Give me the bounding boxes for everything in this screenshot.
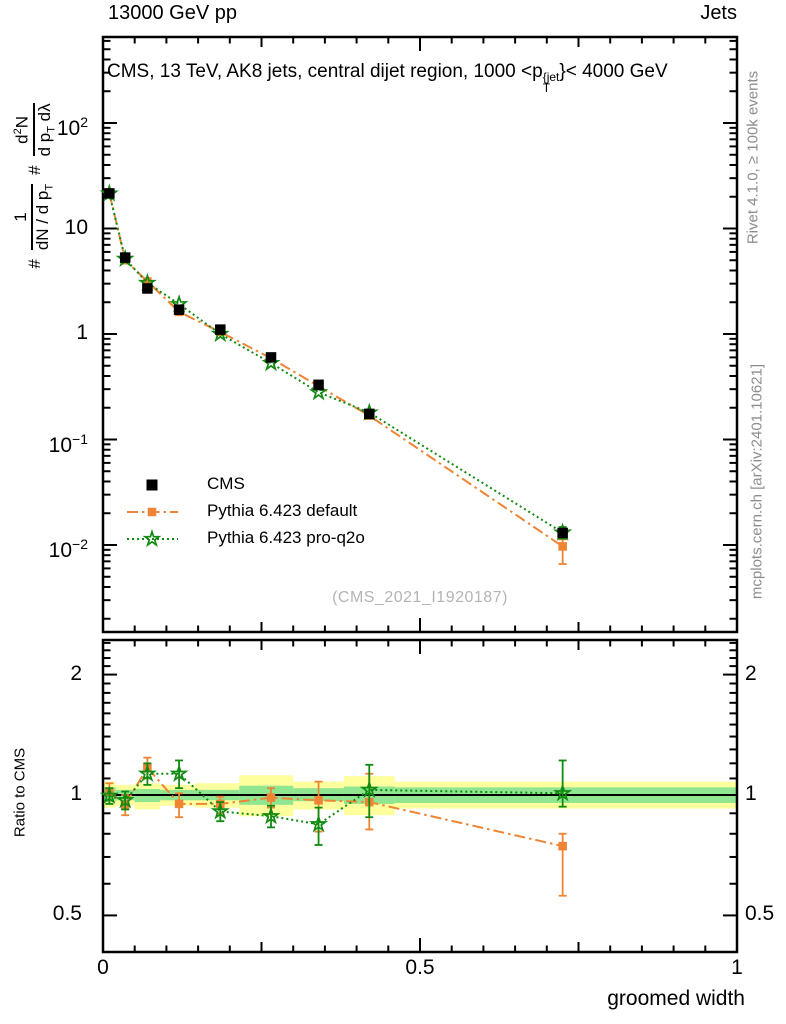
square-marker	[558, 542, 567, 551]
square-marker	[557, 527, 568, 539]
square-marker	[215, 324, 226, 335]
star-marker	[308, 382, 329, 401]
plot-title-prefix: CMS, 13 TeV, AK8 jets, central dijet reg…	[107, 61, 543, 82]
series-line	[108, 192, 564, 548]
square-marker	[265, 352, 277, 363]
mcplots-arxiv-note: mcplots.cern.ch [arXiv:2401.10621]	[748, 363, 766, 600]
main-series-cms	[104, 188, 568, 539]
star-marker	[142, 528, 162, 548]
star-marker	[169, 763, 189, 782]
main-panel-frame	[101, 35, 739, 634]
plot-title-suffix: }< 4000 GeV	[559, 61, 668, 82]
pt-jet-stack: {jet T	[542, 70, 560, 95]
x-tick-label: 1	[731, 956, 743, 979]
main-y-tick-label: 10−1	[48, 430, 88, 457]
main-y-tick-label: 1	[76, 321, 88, 344]
x-axis-label: groomed width	[607, 987, 745, 1010]
x-tick-label: 0.5	[405, 956, 435, 979]
hash-symbol: #	[25, 165, 44, 175]
square-marker	[142, 283, 153, 294]
ratio-y-tick-label-left: 1	[70, 782, 82, 805]
square-marker	[147, 507, 157, 517]
square-marker	[146, 479, 158, 491]
square-marker	[143, 277, 152, 286]
star-marker	[308, 814, 329, 833]
axis-ticks	[102, 38, 738, 951]
legend-label-pythia-proq2o: Pythia 6.423 pro-q2o	[207, 528, 365, 547]
pt-jet-subscript: T	[542, 81, 551, 95]
square-marker	[173, 304, 185, 315]
legend-label-pythia-default: Pythia 6.423 default	[207, 501, 358, 520]
square-marker	[119, 252, 131, 263]
series-line	[108, 193, 564, 534]
x-tick-label: 0	[97, 956, 109, 979]
square-marker	[558, 841, 567, 851]
square-marker	[174, 799, 184, 809]
hash-symbol: #	[25, 259, 44, 269]
square-marker	[266, 793, 276, 802]
beam-energy-title: 13000 GeV pp	[108, 2, 237, 24]
square-marker	[314, 796, 323, 805]
star-marker	[210, 801, 230, 820]
process-title: Jets	[700, 2, 737, 24]
analysis-watermark: (CMS_2021_I1920187)	[332, 589, 508, 606]
star-marker	[359, 779, 379, 799]
ratio-panel-frame	[101, 638, 739, 954]
star-marker	[99, 785, 119, 805]
rivet-version-note: Rivet 4.1.0, ≥ 100k events	[744, 70, 762, 245]
main-y-axis-label: # 1 dN / d pT # d2N d pT dλ	[5, 33, 65, 339]
ratio-y-tick-label-right: 0.5	[745, 902, 775, 926]
main-y-tick-label: 10−2	[48, 536, 88, 562]
legend-swatches	[127, 479, 178, 548]
star-marker	[261, 806, 281, 825]
star-marker	[553, 783, 573, 802]
panel-frames	[101, 35, 739, 954]
ratio-y-tick-label-right: 2	[745, 661, 757, 685]
ratio-y-axis-label: Ratio to CMS	[11, 747, 29, 838]
plot-title: CMS, 13 TeV, AK8 jets, central dijet reg…	[107, 61, 668, 94]
ratio-series-pythia-proq2o	[99, 759, 573, 846]
main-y-tick-label: 102	[56, 114, 88, 140]
square-marker	[104, 188, 115, 199]
star-marker	[115, 790, 135, 809]
main-y-tick-label: 10	[64, 215, 88, 239]
pt-jet-superscript: {jet	[542, 70, 560, 84]
legend-label-cms: CMS	[207, 474, 245, 493]
ratio-y-tick-label-left: 0.5	[52, 902, 82, 926]
square-marker	[364, 408, 375, 420]
square-marker	[313, 379, 324, 391]
ratio-y-tick-label-left: 2	[70, 661, 82, 685]
ratio-y-tick-label-right: 1	[745, 782, 757, 805]
star-marker	[137, 763, 157, 782]
main-series-pythia-proq2o	[99, 183, 573, 541]
